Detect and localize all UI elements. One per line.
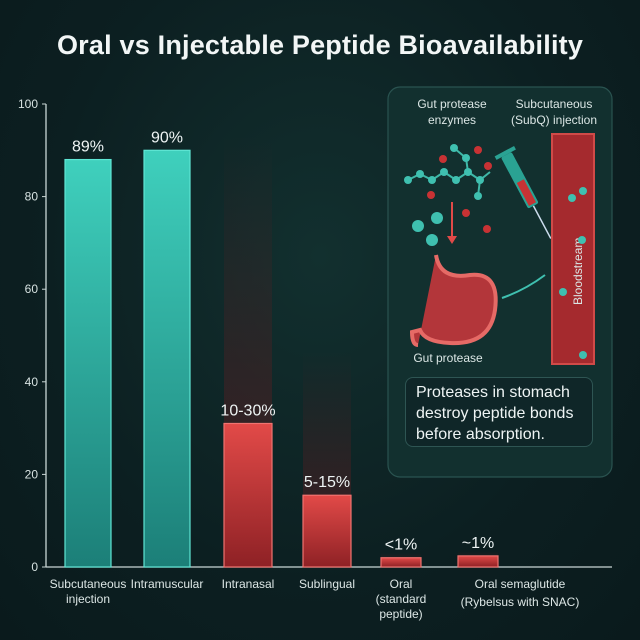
bar — [302, 494, 352, 568]
x-tick-label: (standard — [376, 592, 427, 606]
absorption-arrow-icon — [501, 274, 546, 299]
data-label: 10-30% — [220, 402, 275, 419]
data-label: ~1% — [462, 535, 494, 552]
x-tick-label: Subcutaneous — [50, 577, 127, 591]
enzyme-pacman-icon — [412, 209, 491, 246]
syringe-icon — [494, 145, 552, 239]
x-tick-label: Oral — [390, 577, 413, 591]
bar — [223, 422, 273, 568]
stomach-icon — [409, 254, 498, 347]
data-label: 5-15% — [304, 474, 350, 491]
inset-label-bloodstream: Bloodstream — [571, 238, 585, 305]
inset-label-injection-2: (SubQ) injection — [511, 113, 597, 127]
inset-note: Proteases in stomach destroy peptide bon… — [405, 377, 593, 447]
data-label: 90% — [151, 129, 183, 146]
inset-label-enzymes-2: enzymes — [428, 113, 476, 127]
y-tick-label: 20 — [25, 467, 39, 481]
data-label: <1% — [385, 537, 417, 554]
x-tick-label: (Rybelsus with SNAC) — [461, 595, 580, 609]
inset-label-stomach: Gut protease — [413, 351, 483, 365]
x-tick-label: injection — [66, 592, 110, 606]
bar — [380, 557, 422, 568]
y-tick-label: 60 — [25, 282, 39, 296]
inset-label-injection-1: Subcutaneous — [516, 97, 593, 111]
bar — [457, 555, 499, 568]
y-tick-label: 80 — [25, 190, 39, 204]
inset-label-enzymes-1: Gut protease — [417, 97, 487, 111]
x-tick-label: peptide) — [379, 607, 422, 621]
data-label: 89% — [72, 139, 104, 156]
bar — [143, 149, 191, 568]
bloodstream-vessel — [551, 133, 595, 365]
x-tick-label: Sublingual — [299, 577, 355, 591]
y-tick-label: 0 — [31, 560, 38, 574]
chart-title: Oral vs Injectable Peptide Bioavailabili… — [56, 30, 584, 60]
x-tick-label: Intramuscular — [131, 577, 204, 591]
x-tick-label: Oral semaglutide — [475, 577, 566, 591]
peptide-molecule-icon — [404, 144, 492, 200]
y-tick-label: 100 — [18, 97, 38, 111]
axes: 0 20 40 60 80 100 — [18, 97, 612, 574]
bar — [64, 158, 112, 568]
arrow-head-icon — [447, 236, 457, 244]
peptide-particle-icon — [559, 187, 587, 359]
y-tick-label: 40 — [25, 375, 39, 389]
x-tick-label: Intranasal — [222, 577, 275, 591]
